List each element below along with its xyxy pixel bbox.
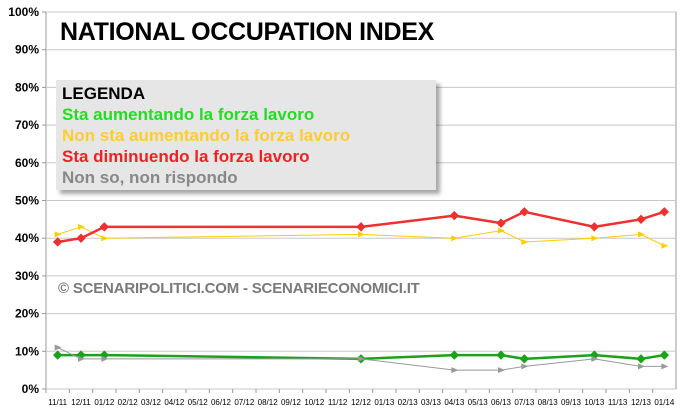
data-point-not-increasing <box>661 242 669 249</box>
x-tick-label: 11/13 <box>608 398 628 407</box>
chart-title: NATIONAL OCCUPATION INDEX <box>60 18 434 46</box>
data-point-decreasing <box>636 214 646 225</box>
data-point-not-increasing <box>54 231 62 238</box>
data-point-increasing <box>52 350 63 360</box>
data-point-dont-know <box>78 355 85 362</box>
x-tick-label: 06/12 <box>211 398 232 407</box>
x-tick-label: 12/12 <box>351 398 372 407</box>
x-tick-label: 01/14 <box>654 398 675 407</box>
x-tick-label: 01/12 <box>94 398 115 407</box>
data-point-increasing <box>519 354 530 364</box>
data-point-decreasing <box>99 222 110 232</box>
x-tick-label: 05/12 <box>188 398 209 407</box>
x-tick-label: 12/13 <box>631 398 652 407</box>
watermark-text: © SCENARIPOLITICI.COM - SCENARIECONOMICI… <box>58 280 420 297</box>
y-tick-label: 80% <box>15 80 39 94</box>
x-tick-label: 10/12 <box>304 398 325 407</box>
legend-item-not-increasing: Non sta aumentando la forza lavoro <box>62 126 351 145</box>
data-point-not-increasing <box>101 235 109 242</box>
data-point-increasing <box>449 350 460 360</box>
legend-box: LEGENDA Sta aumentando la forza lavoro N… <box>56 80 436 190</box>
data-point-not-increasing <box>358 231 365 238</box>
data-point-not-increasing <box>638 231 645 238</box>
x-tick-label: 02/13 <box>398 398 419 407</box>
x-tick-label: 08/12 <box>258 398 279 407</box>
data-point-decreasing <box>76 233 86 243</box>
y-tick-label: 90% <box>15 43 39 57</box>
x-tick-label: 08/13 <box>538 398 559 407</box>
data-point-dont-know <box>638 363 645 370</box>
data-point-dont-know <box>451 367 459 374</box>
data-point-increasing <box>659 350 670 360</box>
data-point-dont-know <box>498 367 505 374</box>
legend-item-dont-know: Non so, non rispondo <box>62 168 238 187</box>
y-tick-label: 10% <box>15 344 39 358</box>
x-tick-label: 11/11 <box>48 398 67 407</box>
x-tick-label: 04/12 <box>164 398 185 407</box>
data-point-increasing <box>636 354 646 364</box>
x-tick-label: 06/13 <box>491 398 512 407</box>
series-line-decreasing <box>57 210 665 244</box>
data-point-dont-know <box>358 355 365 362</box>
data-point-decreasing <box>52 237 63 247</box>
data-point-decreasing <box>659 207 670 217</box>
data-point-decreasing <box>496 218 506 228</box>
x-tick-label: 09/13 <box>561 398 582 407</box>
x-tick-label: 04/13 <box>444 398 465 407</box>
data-point-dont-know <box>521 363 529 370</box>
data-point-not-increasing <box>591 235 599 242</box>
data-point-not-increasing <box>498 227 505 234</box>
x-tick-label: 03/13 <box>421 398 442 407</box>
data-point-not-increasing <box>521 238 529 245</box>
legend-item-increasing: Sta aumentando la forza lavoro <box>62 105 315 124</box>
data-point-decreasing <box>449 210 460 221</box>
x-tick-label: 07/12 <box>234 398 255 407</box>
y-tick-label: 40% <box>15 231 39 245</box>
y-tick-label: 60% <box>15 156 39 170</box>
data-point-decreasing <box>356 222 366 232</box>
data-point-dont-know <box>101 355 109 362</box>
x-tick-label: 11/12 <box>328 398 348 407</box>
data-point-not-increasing <box>451 235 459 242</box>
y-tick-label: 20% <box>15 307 39 321</box>
data-point-dont-know <box>591 355 599 362</box>
series-line-increasing <box>57 353 665 361</box>
x-tick-label: 01/13 <box>374 398 395 407</box>
y-tick-label: 100% <box>8 5 39 19</box>
data-point-dont-know <box>661 363 669 370</box>
data-point-decreasing <box>519 207 530 217</box>
data-point-not-increasing <box>78 223 85 230</box>
y-tick-label: 70% <box>15 118 39 132</box>
data-point-decreasing <box>589 222 600 232</box>
x-tick-label: 03/12 <box>141 398 162 407</box>
y-tick-label: 0% <box>22 382 40 396</box>
legend-title: LEGENDA <box>62 84 146 103</box>
data-point-increasing <box>496 350 506 360</box>
legend-item-decreasing: Sta diminuendo la forza lavoro <box>62 147 310 166</box>
data-point-dont-know <box>54 344 62 351</box>
x-tick-label: 12/11 <box>71 398 91 407</box>
y-tick-label: 50% <box>15 194 39 208</box>
y-tick-label: 30% <box>15 269 39 283</box>
series-line-dont-know <box>57 347 665 371</box>
x-tick-label: 07/13 <box>514 398 535 407</box>
x-tick-label: 10/13 <box>584 398 605 407</box>
x-tick-label: 09/12 <box>281 398 302 407</box>
x-tick-label: 02/12 <box>118 398 139 407</box>
x-tick-label: 05/13 <box>468 398 489 407</box>
